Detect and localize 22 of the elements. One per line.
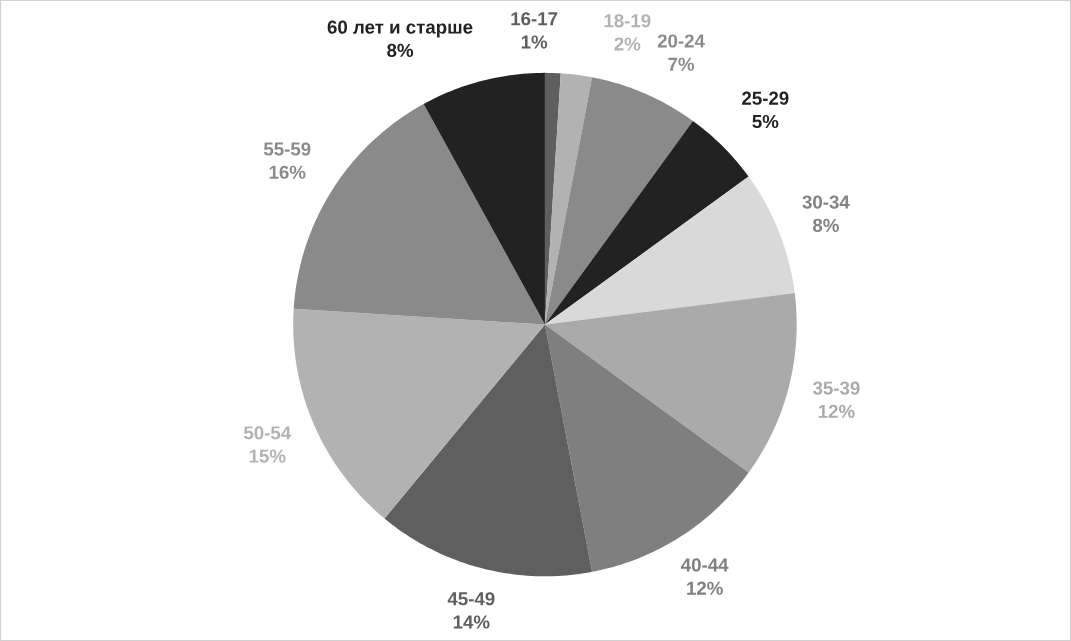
slice-label: 30-34 [802,195,850,209]
data-label: 14% [453,615,490,629]
data-label: 2% [614,37,641,51]
slice-label: 18-19 [604,14,651,28]
data-label: 7% [668,57,695,71]
slice-label: 25-29 [742,91,789,105]
slice-label: 55-59 [263,142,311,156]
data-label: 8% [387,43,414,57]
slice-label: 35-39 [812,381,860,395]
slice-label: 60 лет и старше [327,20,473,38]
data-label: 1% [521,35,548,49]
data-label: 12% [818,404,855,418]
slice-label: 40-44 [681,558,729,572]
data-label: 15% [249,449,286,463]
slice-label: 45-49 [447,592,495,606]
data-label: 16% [269,165,306,179]
slice-label: 50-54 [243,426,292,440]
data-label: 8% [812,218,839,232]
slice-label: 16-17 [511,12,558,26]
data-label: 5% [752,114,779,129]
data-label: 12% [687,581,723,595]
slice-label: 20-24 [657,34,705,48]
